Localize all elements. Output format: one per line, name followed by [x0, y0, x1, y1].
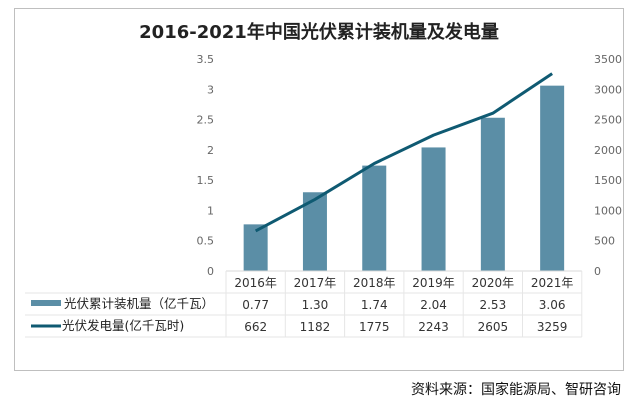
- table-cell-line: 1182: [300, 320, 331, 334]
- table-cell-line: 2605: [478, 320, 509, 334]
- right-axis-tick: 1500: [594, 174, 622, 187]
- right-axis-tick: 3500: [594, 53, 622, 66]
- legend-label-line: 光伏发电量(亿千瓦时): [62, 318, 184, 333]
- bar-2019年: [421, 147, 446, 271]
- left-axis-tick: 2.5: [197, 114, 215, 127]
- table-cell-bar: 1.30: [302, 298, 329, 312]
- table-cell-line: 3259: [537, 320, 568, 334]
- right-axis-tick: 500: [594, 235, 615, 248]
- table-header: 2021年: [531, 276, 574, 290]
- bar-2020年: [480, 117, 505, 271]
- bar-2016年: [243, 224, 268, 271]
- table-cell-line: 662: [244, 320, 267, 334]
- table-cell-line: 2243: [418, 320, 449, 334]
- legend-bar-swatch: [31, 300, 61, 306]
- table-header: 2020年: [472, 276, 515, 290]
- table-cell-bar: 0.77: [242, 298, 269, 312]
- right-axis-tick: 0: [594, 265, 601, 278]
- chart-title: 2016-2021年中国光伏累计装机量及发电量: [139, 22, 499, 43]
- left-axis-tick: 3: [207, 83, 214, 96]
- table-cell-bar: 2.04: [420, 298, 447, 312]
- table-cell-bar: 1.74: [361, 298, 388, 312]
- left-axis-tick: 1: [207, 204, 214, 217]
- left-axis-tick: 0.5: [197, 235, 215, 248]
- bar-2021年: [540, 85, 565, 271]
- left-axis-tick: 2: [207, 144, 214, 157]
- right-axis-tick: 2500: [594, 114, 622, 127]
- left-axis-tick: 0: [207, 265, 214, 278]
- bar-2017年: [302, 192, 327, 271]
- right-axis-tick: 3000: [594, 83, 622, 96]
- table-cell-line: 1775: [359, 320, 390, 334]
- table-header: 2016年: [234, 276, 277, 290]
- left-axis-tick: 1.5: [197, 174, 215, 187]
- table-header: 2018年: [353, 276, 396, 290]
- table-header: 2019年: [412, 276, 455, 290]
- bar-2018年: [362, 165, 387, 271]
- table-cell-bar: 3.06: [539, 298, 566, 312]
- table-cell-bar: 2.53: [479, 298, 506, 312]
- table-header: 2017年: [294, 276, 337, 290]
- legend-label-bar: 光伏累计装机量（亿千瓦）: [64, 296, 214, 311]
- chart-frame: [14, 8, 624, 371]
- line-series: [254, 72, 553, 233]
- left-axis-tick: 3.5: [197, 53, 215, 66]
- right-axis-tick: 1000: [594, 204, 622, 217]
- source-note: 资料来源：国家能源局、智研咨询: [411, 382, 621, 398]
- right-axis-tick: 2000: [594, 144, 622, 157]
